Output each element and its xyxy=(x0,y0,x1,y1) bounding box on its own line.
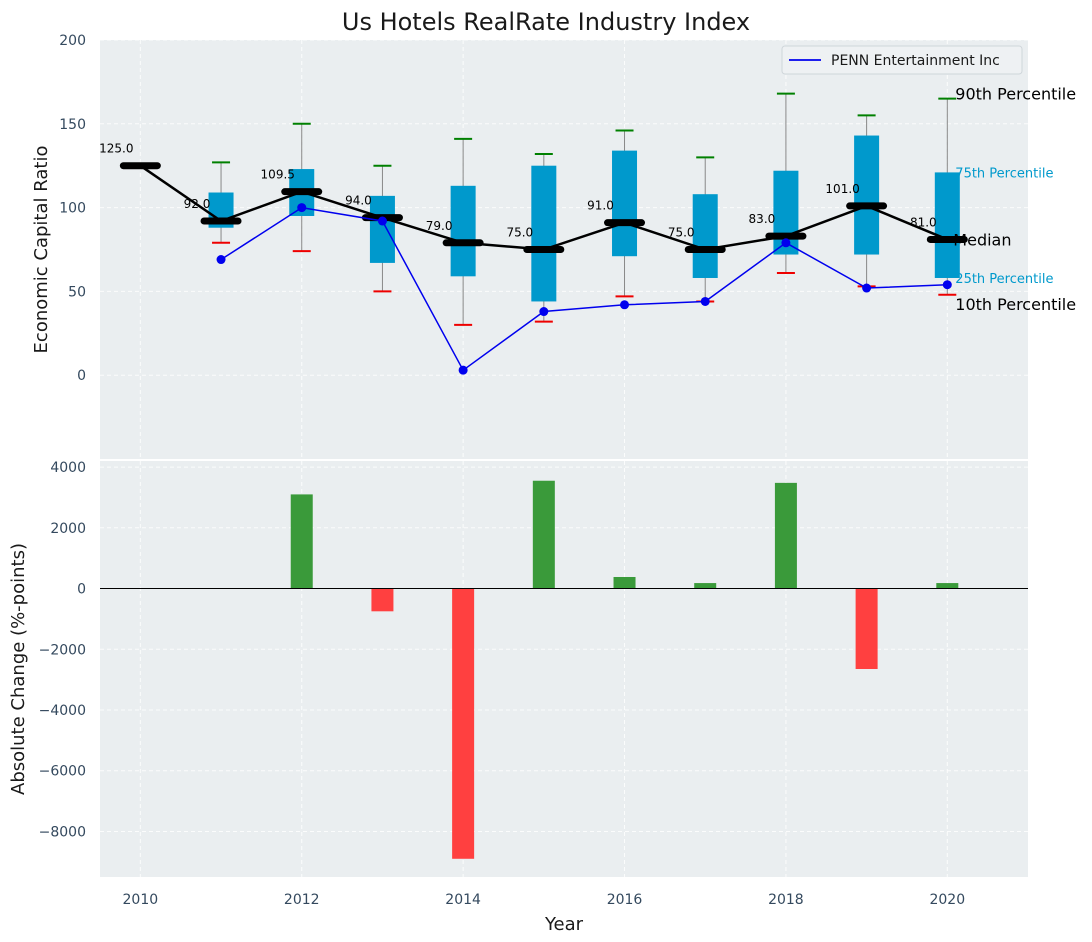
change-bar xyxy=(613,576,636,589)
change-bar xyxy=(452,588,475,859)
company-point xyxy=(216,255,226,265)
bottom-panel-background xyxy=(100,461,1028,877)
change-bar xyxy=(532,480,555,589)
x-tick-label: 2018 xyxy=(768,892,804,908)
p10-annotation: 10th Percentile xyxy=(955,295,1076,314)
company-point xyxy=(620,300,630,310)
median-annotation: Median xyxy=(953,230,1011,249)
top-y-tick-label: 200 xyxy=(59,33,86,49)
chart-texts: 90th Percentile 75th Percentile Median 25th… xyxy=(8,8,1076,935)
legend-label: PENN Entertainment Inc xyxy=(831,53,1000,69)
iqr-box xyxy=(531,165,557,302)
company-point xyxy=(862,283,872,293)
company-point xyxy=(458,365,468,375)
iqr-box xyxy=(692,194,718,278)
company-point xyxy=(377,216,387,226)
bottom-y-axis-title: Absolute Change (%-points) xyxy=(8,543,29,795)
legend: PENN Entertainment Inc xyxy=(781,45,1023,75)
top-y-tick-label: 150 xyxy=(59,117,86,133)
p75-annotation: 75th Percentile xyxy=(955,166,1053,181)
median-value-label: 109.5 xyxy=(261,168,295,182)
bottom-y-tick-label: −6000 xyxy=(39,764,86,780)
iqr-box xyxy=(612,150,638,257)
change-bar xyxy=(694,583,717,589)
change-bar xyxy=(936,583,959,589)
bottom-y-tick-label: 0 xyxy=(77,582,86,598)
chart-title: Us Hotels RealRate Industry Index xyxy=(342,8,750,36)
median-value-label: 75.0 xyxy=(668,226,695,240)
company-point xyxy=(942,280,952,290)
median-value-label: 79.0 xyxy=(426,219,453,233)
median-value-label: 83.0 xyxy=(749,212,776,226)
company-point xyxy=(539,307,549,317)
median-value-label: 101.0 xyxy=(825,182,859,196)
change-bar xyxy=(290,494,313,589)
x-tick-label: 2020 xyxy=(929,892,965,908)
iqr-box xyxy=(369,195,395,263)
x-axis-title: Year xyxy=(544,914,584,935)
top-y-tick-label: 100 xyxy=(59,201,86,217)
median-value-label: 75.0 xyxy=(506,226,533,240)
top-y-tick-label: 50 xyxy=(68,284,86,300)
bottom-y-tick-label: 4000 xyxy=(50,460,86,476)
change-bar xyxy=(371,588,394,612)
bottom-y-tick-label: −8000 xyxy=(39,824,86,840)
x-tick-label: 2010 xyxy=(123,892,159,908)
bottom-y-tick-label: −4000 xyxy=(39,703,86,719)
company-point xyxy=(297,203,307,213)
median-value-label: 81.0 xyxy=(910,215,937,229)
company-point xyxy=(781,238,791,248)
p25-annotation: 25th Percentile xyxy=(955,272,1053,287)
change-bar xyxy=(855,588,878,669)
iqr-box xyxy=(450,185,476,277)
bottom-y-tick-label: 2000 xyxy=(50,521,86,537)
x-tick-label: 2014 xyxy=(445,892,481,908)
top-y-axis-title: Economic Capital Ratio xyxy=(31,146,52,354)
iqr-box xyxy=(854,135,880,255)
iqr-box xyxy=(934,172,960,278)
x-tick-label: 2012 xyxy=(284,892,320,908)
median-value-label: 94.0 xyxy=(345,194,372,208)
top-panel: 0 50 100 150 200 125.0 92.0 109.5 94.0 79.0 75.0 91… xyxy=(59,33,1028,459)
median-value-label: 125.0 xyxy=(99,142,133,156)
p90-annotation: 90th Percentile xyxy=(955,85,1076,104)
change-bar xyxy=(774,482,797,589)
company-line xyxy=(220,206,948,372)
bottom-panel: −8000 −6000 −4000 −2000 0 2000 4000 2010 2012 201… xyxy=(39,460,1028,908)
top-y-tick-label: 0 xyxy=(77,368,86,384)
legend-box xyxy=(781,45,1023,75)
median-value-label: 91.0 xyxy=(587,199,614,213)
x-tick-label: 2016 xyxy=(607,892,643,908)
bottom-y-tick-label: −2000 xyxy=(39,642,86,658)
median-value-label: 92.0 xyxy=(184,197,211,211)
company-point xyxy=(700,296,710,306)
